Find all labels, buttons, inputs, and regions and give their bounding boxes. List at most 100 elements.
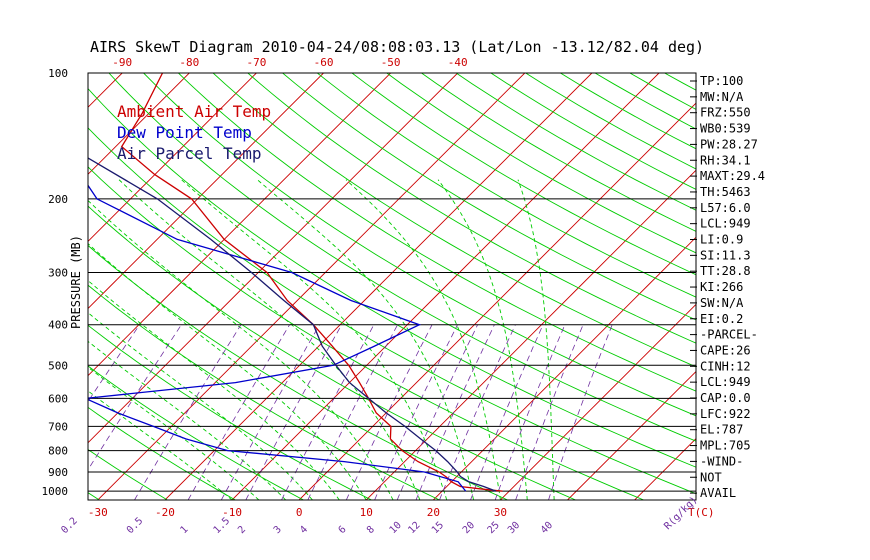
dry-adiabat-line [88,87,696,468]
top-temp-tick-label: -80 [179,56,199,69]
stats-item: L57:6.0 [700,201,751,215]
stats-item: -WIND- [700,454,743,468]
moist-adiabat-line [517,179,555,500]
pressure-tick-label: 200 [48,193,68,206]
mixing-ratio-label: 2 [236,524,248,536]
stats-item: LI:0.9 [700,233,743,247]
dry-adiabat-line [317,73,696,298]
moist-adiabat-line [88,390,233,500]
pressure-tick-label: 1000 [42,485,69,498]
top-temp-tick-label: -70 [247,56,267,69]
y-axis-label: PRESSURE (MB) [69,235,83,329]
stats-item: CAPE:26 [700,343,751,357]
bottom-temp-tick-label: 30 [494,506,507,519]
dry-adiabat-line [88,127,696,495]
mixing-ratio-label: 4 [298,524,310,536]
bottom-temp-tick-label: 20 [427,506,440,519]
dry-adiabat-line [0,73,31,500]
mixing-ratio-line [345,324,433,500]
dry-adiabat-line [490,73,696,190]
dry-adiabat-line [178,73,696,392]
mixing-ratio-label: 10 [388,520,404,536]
dry-adiabat-line [88,492,100,500]
series-group [88,73,503,492]
stats-item: KI:266 [700,280,743,294]
isotherm-line [567,370,696,500]
moist-adiabat-line [181,179,448,500]
mixing-ratio-line [281,324,375,500]
mixing-ratio-line [134,324,242,500]
moist-adiabat-line [437,179,528,500]
dry-adiabat-line [386,73,696,254]
dry-adiabat-line [88,284,440,500]
dry-adiabat-line [560,73,696,150]
moist-adiabat-line [88,243,367,500]
stats-item: CINH:12 [700,359,751,373]
mixing-ratio-line [245,324,343,500]
pressure-tick-label: 100 [48,67,68,80]
isotherm-line [88,73,391,377]
legend-entry: Ambient Air Temp [117,102,271,121]
mixing-ratio-line [515,324,584,500]
isotherm-line [88,73,257,243]
stats-item: NOT [700,470,722,484]
stats-item: TH:5463 [700,185,751,199]
bottom-temp-tick-label: 0 [296,506,303,519]
legend-entry: Air Parcel Temp [117,144,262,163]
stats-item: SW:N/A [700,296,744,310]
pressure-tick-label: 700 [48,420,68,433]
mixing-ratio-label: 1 [178,524,190,536]
mixing-ratio-line [415,324,495,500]
stats-item: -PARCEL- [700,328,758,342]
mixing-ratio-line [548,324,613,500]
pressure-tick-label: 500 [48,359,68,372]
moist-adiabat-line [88,280,340,500]
stats-item: EI:0.2 [700,312,743,326]
dry-adiabat-line [143,73,696,417]
isotherm-line [88,73,459,444]
dry-adiabat-line [88,244,508,500]
pressure-tick-label: 300 [48,267,68,280]
dry-adiabat-line [421,73,696,232]
dry-adiabat-line [455,73,696,211]
dry-adiabat-line [88,406,236,500]
mixing-ratio-label: 20 [461,520,477,536]
isotherm-line [500,303,696,500]
mixing-ratio-label: 8 [365,524,377,536]
mixing-ratio-label: 25 [486,520,502,536]
dry-adiabat-line [88,166,644,500]
moist-adiabat-line [118,179,421,500]
top-temp-tick-label: -60 [314,56,334,69]
stats-item: LCL:949 [700,375,751,389]
isotherm-line [88,73,324,310]
dry-adiabat-line [247,73,696,344]
isotherm-line [432,236,696,500]
mixing-ratio-line [374,324,458,500]
plot-frame [87,72,697,501]
bottom-temp-tick-label: 10 [360,506,373,519]
moist-adiabat-line [345,179,501,500]
mixing-ratio-line [494,324,566,500]
stats-item: MW:N/A [700,90,744,104]
dry-adiabat-line [664,73,696,91]
pressure-tick-label: 600 [48,392,68,405]
dry-adiabat-line [282,73,696,321]
stats-item: WB0:539 [700,122,751,136]
stats-item: LFC:922 [700,407,751,421]
dry-adiabat-line [525,73,696,170]
mixing-ratio-label: 3 [272,524,284,536]
moist-adiabat-line [88,312,313,500]
mixing-ratio-label: 15 [430,520,446,536]
mixing-ratio-label: 6 [337,524,349,536]
isotherm-line [231,73,660,500]
parcel-temp-line [88,157,497,492]
ambient-temp-line [120,73,503,492]
isotherm-line [0,73,55,500]
stats-item: FRZ:550 [700,106,751,120]
mixing-ratio-line [439,324,516,500]
bottom-temp-tick-label: -20 [155,506,175,519]
mixing-ratio-label: 0.2 [59,516,80,537]
dry-adiabat-line [212,73,696,368]
top-temp-tick-label: -50 [381,56,401,69]
